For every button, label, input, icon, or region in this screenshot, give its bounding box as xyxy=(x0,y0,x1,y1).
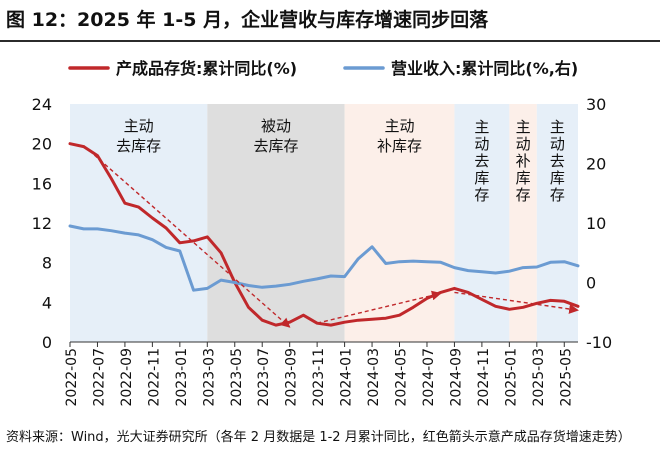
phase-label: 主 xyxy=(516,118,531,136)
phase-band xyxy=(509,104,537,342)
x-tick-label: 2024-05 xyxy=(394,348,410,407)
phase-band xyxy=(70,104,208,342)
inventory-series-line xyxy=(68,142,580,327)
x-tick-label: 2024-07 xyxy=(421,348,437,407)
trend-arrow xyxy=(83,145,291,328)
phase-label: 去库存 xyxy=(253,137,298,155)
phase-label: 动 xyxy=(516,135,531,153)
y-left-tick-label: 0 xyxy=(42,333,52,352)
y-right-tick-label: 20 xyxy=(586,155,606,174)
x-tick-label: 2024-03 xyxy=(366,348,382,407)
phase-label: 存 xyxy=(550,186,565,204)
x-tick-label: 2025-01 xyxy=(503,348,519,407)
phase-band xyxy=(454,104,510,342)
x-tick-label: 2023-01 xyxy=(174,348,190,407)
title-divider xyxy=(0,40,660,42)
y-right-tick-label: 30 xyxy=(586,95,606,114)
phase-label: 库 xyxy=(474,169,489,187)
x-tick-label: 2024-09 xyxy=(448,348,464,407)
x-tick-label: 2022-09 xyxy=(119,348,135,407)
x-tick-label: 2025-05 xyxy=(558,348,574,407)
trend-arrow xyxy=(316,290,442,324)
y-left-tick-label: 16 xyxy=(32,174,52,193)
x-tick-label: 2023-07 xyxy=(256,348,272,407)
page-title: 图 12：2025 年 1-5 月，企业营收与库存增速同步回落 xyxy=(6,9,489,31)
phase-label: 补库存 xyxy=(377,137,422,155)
x-tick-label: 2024-11 xyxy=(476,348,492,407)
phase-label: 主动 xyxy=(385,117,415,135)
source-note: 资料来源：Wind，光大证券研究所（各年 2 月数据是 1-2 月累计同比，红色… xyxy=(6,430,631,445)
y-right-tick-label: 10 xyxy=(586,214,606,233)
x-tick-label: 2023-11 xyxy=(311,348,327,407)
y-left-tick-label: 8 xyxy=(42,254,52,273)
phase-label: 动 xyxy=(550,135,565,153)
phase-label: 主 xyxy=(474,118,489,136)
phase-label: 去库存 xyxy=(116,137,161,155)
revenue-series-line xyxy=(68,224,580,292)
x-tick-label: 2025-03 xyxy=(531,348,547,407)
x-tick-label: 2023-03 xyxy=(201,348,217,407)
phase-label: 补 xyxy=(516,152,531,170)
phase-label: 库 xyxy=(516,169,531,187)
y-left-tick-label: 24 xyxy=(32,95,52,114)
phase-label: 主动 xyxy=(124,117,154,135)
x-tick-label: 2022-05 xyxy=(64,348,80,407)
y-right-tick-label: 0 xyxy=(586,274,596,293)
legend-label: 产成品存货:累计同比(%) xyxy=(116,59,297,78)
y-right-tick-label: -10 xyxy=(586,333,612,352)
legend-label: 营业收入:累计同比(%,右) xyxy=(391,59,578,78)
phase-label: 存 xyxy=(516,186,531,204)
x-tick-label: 2023-09 xyxy=(284,348,300,407)
phase-label: 库 xyxy=(550,169,565,187)
phase-label: 去 xyxy=(474,152,489,170)
x-tick-label: 2024-01 xyxy=(339,348,355,407)
phase-label: 去 xyxy=(550,152,565,170)
y-left-tick-label: 12 xyxy=(32,214,52,233)
y-left-tick-label: 20 xyxy=(32,135,52,154)
x-tick-label: 2023-05 xyxy=(229,348,245,407)
phase-label: 主 xyxy=(550,118,565,136)
y-left-tick-label: 4 xyxy=(42,293,52,312)
phase-band xyxy=(207,104,345,342)
phase-band xyxy=(344,104,455,342)
phase-label: 动 xyxy=(474,135,489,153)
x-tick-label: 2022-07 xyxy=(91,348,107,407)
x-tick-label: 2022-11 xyxy=(146,348,162,407)
phase-label: 存 xyxy=(474,186,489,204)
phase-label: 被动 xyxy=(261,117,291,135)
